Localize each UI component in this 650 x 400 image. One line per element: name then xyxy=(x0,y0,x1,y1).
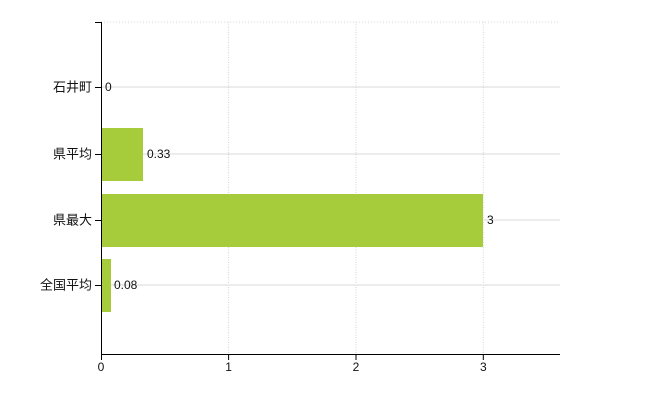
svg-text:0: 0 xyxy=(98,360,105,374)
svg-text:県最大: 県最大 xyxy=(53,212,92,227)
svg-text:全国平均: 全国平均 xyxy=(40,277,92,292)
svg-text:0: 0 xyxy=(105,80,112,94)
svg-text:0.08: 0.08 xyxy=(114,278,138,292)
svg-text:0.33: 0.33 xyxy=(147,147,171,161)
svg-text:2: 2 xyxy=(353,360,360,374)
svg-text:3: 3 xyxy=(480,360,487,374)
svg-text:県平均: 県平均 xyxy=(53,146,92,161)
svg-text:石井町: 石井町 xyxy=(53,79,92,94)
svg-text:1: 1 xyxy=(225,360,232,374)
svg-text:3: 3 xyxy=(487,213,494,227)
